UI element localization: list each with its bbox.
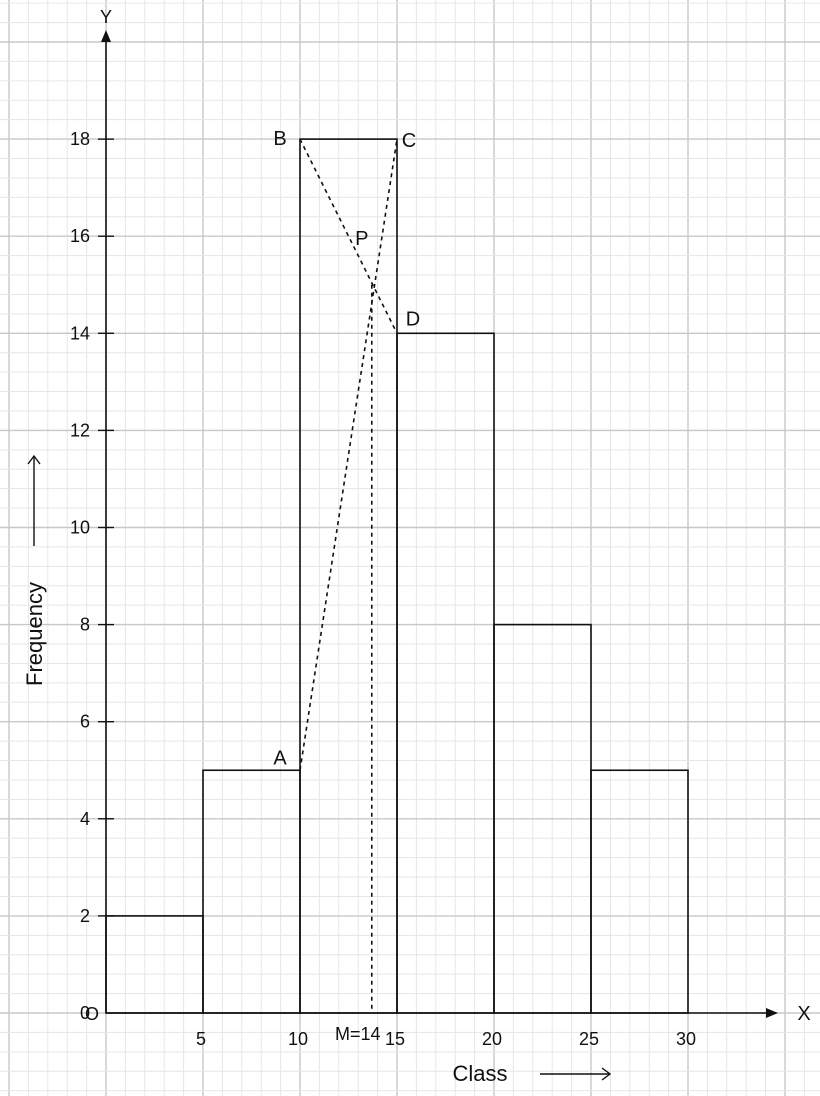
axis-labels: X Y O Class Frequency (22, 7, 811, 1086)
axes (101, 30, 778, 1018)
y-tick-label: 16 (70, 226, 90, 246)
x-axis-title-arrowhead (601, 1067, 612, 1081)
y-tick-label: 0 (80, 1003, 90, 1023)
y-tick-label: 8 (80, 615, 90, 635)
y-tick-label: 2 (80, 906, 90, 926)
histogram-bar (105, 915, 204, 1014)
x-axis-arrowhead (766, 1008, 778, 1018)
y-tick-label: 18 (70, 129, 90, 149)
axis-ticks: 0 2 4 6 8 10 12 14 16 18 5 10 15 20 25 30 M=14 (70, 129, 696, 1049)
histogram-bar (299, 138, 398, 1014)
point-label-p: P (355, 228, 368, 250)
y-axis-arrowhead (101, 30, 111, 42)
construction-line (299, 138, 398, 771)
y-tick-label: 4 (80, 809, 90, 829)
x-tick-label: 30 (676, 1029, 696, 1049)
histogram-bars (105, 138, 689, 1014)
x-axis-name: X (797, 1003, 810, 1025)
point-labels: A B C D P (273, 128, 420, 769)
histogram-bar (202, 769, 301, 1014)
x-tick-label: 5 (196, 1029, 206, 1049)
point-label-b: B (273, 128, 286, 150)
y-tick-label: 6 (80, 712, 90, 732)
origin-label: O (85, 1004, 99, 1024)
point-label-c: C (402, 130, 416, 152)
y-axis-title-arrowhead (27, 454, 41, 465)
y-tick-label: 14 (70, 323, 90, 343)
x-tick-label: 25 (579, 1029, 599, 1049)
y-tick-label: 12 (70, 420, 90, 440)
x-tick-label: 10 (288, 1029, 308, 1049)
point-label-d: D (406, 308, 420, 330)
histogram-bar (396, 332, 495, 1014)
mode-construction-lines (299, 138, 398, 1013)
x-tick-label: 15 (385, 1029, 405, 1049)
histogram-bar (590, 769, 689, 1014)
y-tick-label: 10 (70, 518, 90, 538)
y-axis-name: Y (100, 7, 112, 27)
x-axis-title: Class (452, 1061, 507, 1086)
y-axis-title: Frequency (22, 582, 47, 686)
mode-label: M=14 (335, 1024, 381, 1044)
point-label-a: A (273, 747, 287, 769)
x-tick-label: 20 (482, 1029, 502, 1049)
